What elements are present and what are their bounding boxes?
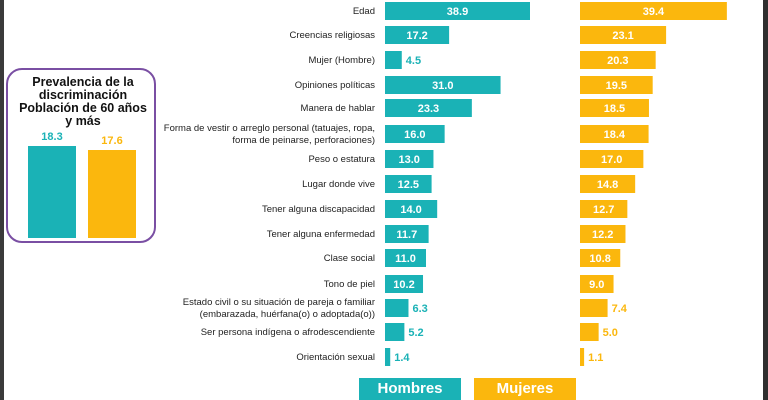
- bar-mujeres: [580, 51, 656, 69]
- bar-mujeres: [580, 175, 636, 193]
- category-label: Tener alguna enfermedad: [267, 229, 375, 240]
- value-label-mujeres: 9.0: [589, 279, 604, 291]
- value-label-mujeres: 7.4: [612, 303, 628, 315]
- value-label-hombres: 23.3: [418, 103, 439, 115]
- bar-hombres: [385, 125, 445, 143]
- bar-hombres: [385, 99, 472, 117]
- bar-mujeres: [580, 225, 626, 243]
- right-border: [763, 0, 768, 400]
- bar-mujeres: [580, 299, 608, 317]
- value-label-hombres: 38.9: [447, 6, 468, 18]
- value-label-hombres: 6.3: [412, 303, 427, 315]
- value-label-mujeres: 23.1: [612, 30, 633, 42]
- value-label-mujeres: 1.1: [588, 352, 603, 364]
- category-label: Tener alguna discapacidad: [262, 204, 375, 215]
- bar-hombres: [385, 150, 434, 168]
- bar-mujeres: [580, 2, 727, 20]
- category-label: Lugar donde vive: [302, 179, 375, 190]
- bar-hombres: [385, 51, 402, 69]
- bar-mujeres: [580, 26, 667, 44]
- value-label-hombres: 14.0: [400, 204, 421, 216]
- category-label: Opiniones políticas: [295, 80, 376, 91]
- category-label: Edad: [353, 6, 375, 17]
- legend-hombres: Hombres: [359, 378, 461, 400]
- value-label-mujeres: 19.5: [606, 80, 627, 92]
- bar-mujeres: [580, 125, 649, 143]
- category-label: Ser persona indígena o afrodescendiente: [201, 327, 375, 338]
- bar-hombres: [385, 2, 530, 20]
- left-border: [0, 0, 4, 400]
- prevalence-title: Prevalencia de la discriminación Poblaci…: [19, 75, 147, 128]
- category-label: Orientación sexual: [296, 352, 375, 363]
- value-label-hombres: 12.5: [398, 179, 419, 191]
- bar-hombres: [385, 175, 432, 193]
- value-label-mujeres: 17.0: [601, 154, 622, 166]
- bar-mujeres: [580, 275, 614, 293]
- value-label-mujeres: 12.2: [592, 229, 613, 241]
- bar-hombres: [385, 275, 424, 293]
- bar-hombres: [385, 348, 391, 366]
- category-label: Manera de hablar: [301, 103, 375, 114]
- bar-hombres: [385, 76, 501, 94]
- value-label-mujeres: 39.4: [643, 6, 665, 18]
- category-label: Estado civil o su situación de pareja o …: [183, 297, 375, 320]
- bar-mujeres: [580, 99, 649, 117]
- bar-mujeres: [580, 200, 628, 218]
- value-label-hombres: 16.0: [404, 129, 425, 141]
- bar-mujeres: [580, 150, 644, 168]
- legend-mujeres: Mujeres: [474, 378, 576, 400]
- bar-hombres: [385, 323, 405, 341]
- value-label-mujeres: 14.8: [597, 179, 618, 191]
- category-label: Clase social: [324, 253, 375, 264]
- prevalence-box: Prevalencia de la discriminación Poblaci…: [6, 68, 156, 243]
- bar-mujeres: [580, 323, 599, 341]
- value-label-mujeres: 18.5: [604, 103, 625, 115]
- value-label-hombres: 1.4: [394, 352, 410, 364]
- value-label-hombres: 11.7: [396, 229, 417, 241]
- bar-hombres: [385, 299, 409, 317]
- category-label: Creencias religiosas: [289, 30, 375, 41]
- bar-mujeres: [580, 76, 653, 94]
- category-label: Forma de vestir o arreglo personal (tatu…: [164, 123, 375, 146]
- prevalence-mujeres-bar: [88, 149, 136, 238]
- discrimination-bar-chart: Edad 38.9 39.4 Creencias religiosas 17.2 23.1…: [164, 2, 727, 366]
- value-label-hombres: 4.5: [406, 55, 421, 67]
- value-label-hombres: 13.0: [399, 154, 420, 166]
- prevalence-hombres-bar: [28, 146, 76, 238]
- bar-mujeres: [580, 249, 621, 267]
- category-label: Peso o estatura: [308, 154, 375, 165]
- value-label-hombres: 10.2: [393, 279, 414, 291]
- value-label-mujeres: 20.3: [607, 55, 628, 67]
- value-label-hombres: 17.2: [406, 30, 427, 42]
- category-label: Tono de piel: [324, 279, 375, 290]
- value-label-hombres: 31.0: [432, 80, 453, 92]
- value-label-mujeres: 18.4: [604, 129, 626, 141]
- bar-hombres: [385, 225, 429, 243]
- bar-hombres: [385, 200, 438, 218]
- bar-mujeres: [580, 348, 585, 366]
- value-label-mujeres: 5.0: [603, 327, 618, 339]
- value-label-mujeres: 12.7: [593, 204, 614, 216]
- category-label: Mujer (Hombre): [308, 55, 375, 66]
- value-label-hombres: 5.2: [408, 327, 423, 339]
- bar-hombres: [385, 249, 427, 267]
- value-label-hombres: 11.0: [395, 253, 416, 265]
- value-label-mujeres: 10.8: [589, 253, 610, 265]
- prevalence-mujeres-value: 17.6: [101, 134, 123, 147]
- prevalence-hombres-value: 18.3: [41, 131, 63, 143]
- bar-hombres: [385, 26, 450, 44]
